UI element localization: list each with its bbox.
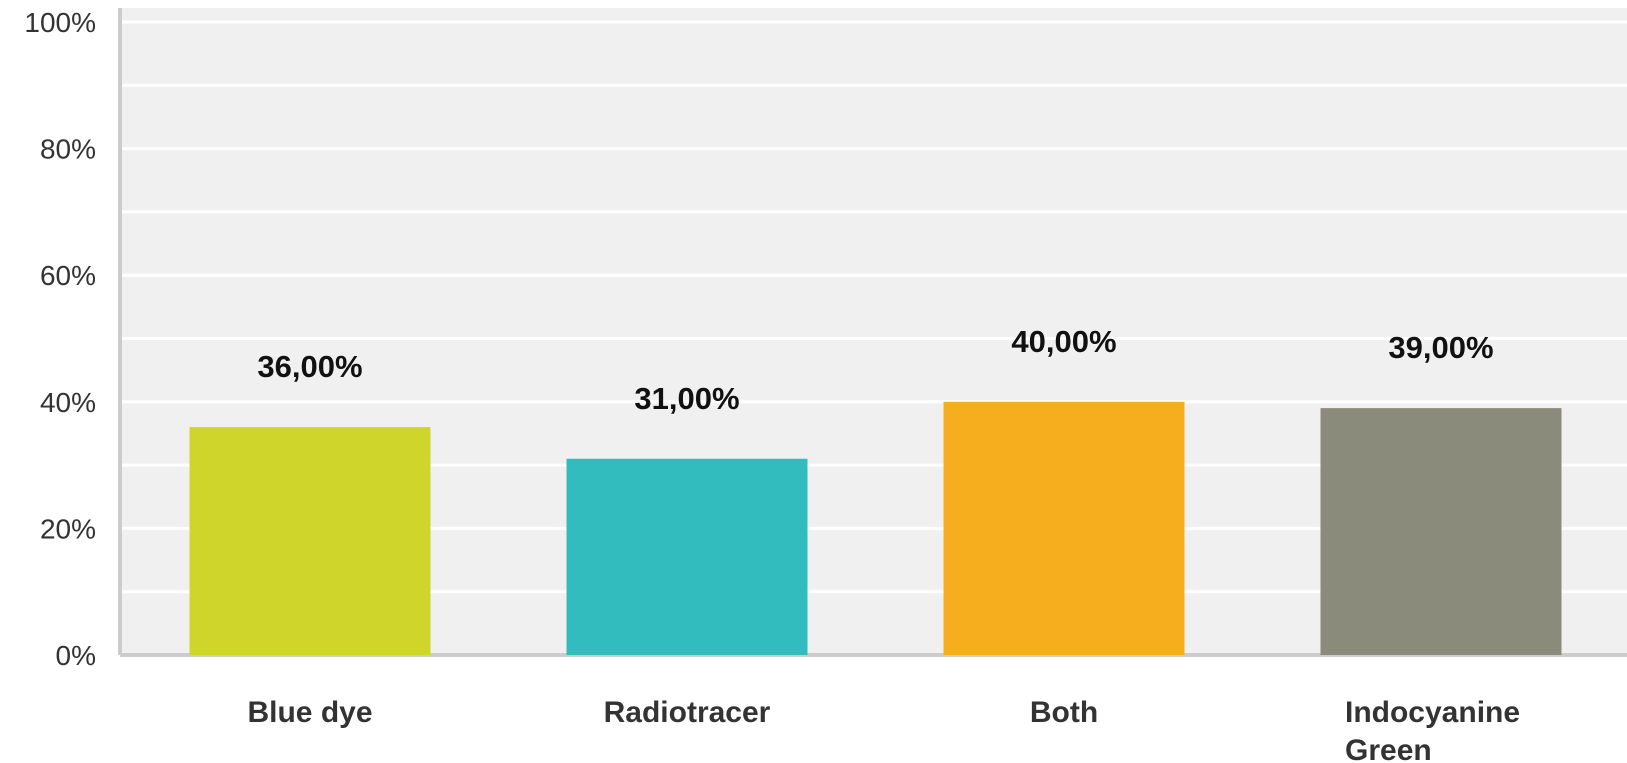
y-tick-label: 0% (56, 640, 96, 671)
category-labels: Blue dye Radiotracer Both Indocyanine Green (247, 696, 1520, 763)
x-category-label-line: Blue dye (247, 696, 372, 729)
y-axis-ticks: 0% 20% 40% 60% 80% 100% (24, 7, 96, 671)
data-labels: 36,00% 31,00% 40,00% 39,00% (257, 324, 1493, 416)
x-category-label: Both (1030, 696, 1098, 729)
x-category-label-line: Indocyanine (1345, 696, 1520, 729)
bar-value-label: 40,00% (1011, 324, 1116, 359)
x-category-label: Radiotracer (604, 696, 771, 729)
y-tick-label: 60% (40, 260, 96, 291)
bar (1320, 408, 1562, 655)
y-tick-label: 20% (40, 513, 96, 544)
x-category-label: Indocyanine Green (1345, 696, 1520, 763)
x-category-label: Blue dye (247, 696, 372, 729)
bar-value-label: 36,00% (257, 349, 362, 384)
y-tick-label: 80% (40, 134, 96, 165)
y-tick-label: 100% (24, 7, 96, 38)
bar-value-label: 39,00% (1388, 330, 1493, 365)
bars (189, 401, 1562, 655)
bar (189, 427, 431, 655)
x-category-label-line: Both (1030, 696, 1098, 729)
x-category-label-line: Green (1345, 734, 1432, 763)
y-tick-label: 40% (40, 387, 96, 418)
bar-value-label: 31,00% (634, 381, 739, 416)
x-category-label-line: Radiotracer (604, 696, 771, 729)
bar (566, 458, 808, 655)
bar (943, 401, 1185, 655)
